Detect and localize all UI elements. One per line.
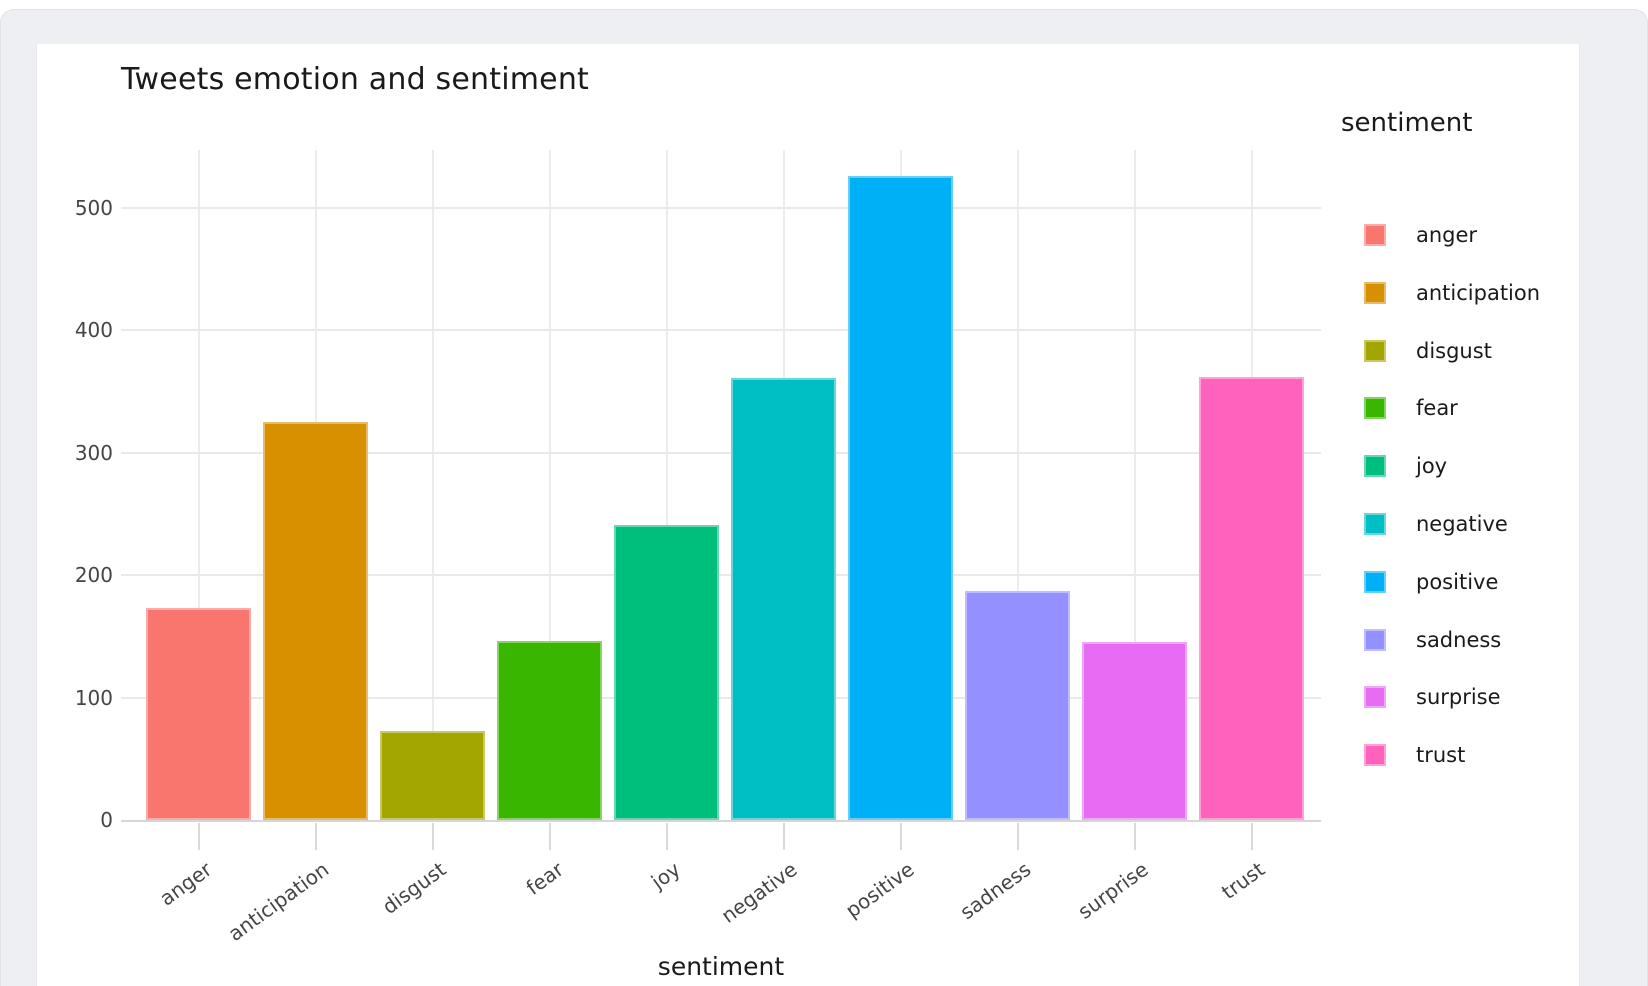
legend-label: anger <box>1416 223 1478 247</box>
chart-title: Tweets emotion and sentiment <box>121 62 590 97</box>
horizontal-gridline <box>121 696 1321 699</box>
legend-swatch-positive <box>1364 570 1386 593</box>
legend-swatch-negative <box>1364 513 1386 535</box>
x-axis-tick <box>665 823 668 850</box>
legend-swatch-anticipation <box>1364 281 1386 304</box>
legend-item-positive: positive <box>1364 569 1584 595</box>
legend-item-anticipation: anticipation <box>1364 280 1584 306</box>
legend-label: disgust <box>1416 338 1492 363</box>
bar-trust <box>1199 376 1304 820</box>
x-axis-tick <box>431 823 434 850</box>
legend-label: trust <box>1416 743 1466 768</box>
legend-swatch-fear <box>1364 397 1386 420</box>
legend-item-fear: fear <box>1364 396 1584 421</box>
x-axis-tick <box>782 823 785 850</box>
vertical-gridline <box>197 150 200 820</box>
horizontal-gridline <box>121 329 1321 332</box>
vertical-gridline <box>431 150 434 820</box>
x-tick-label-anger: anger <box>155 857 217 911</box>
vertical-gridline <box>1133 150 1136 820</box>
x-axis-tick <box>1250 823 1253 850</box>
horizontal-gridline <box>121 206 1321 209</box>
x-tick-label-negative: negative <box>716 857 802 928</box>
x-axis-tick <box>197 823 200 850</box>
legend-item-trust: trust <box>1364 743 1584 768</box>
bar-sadness <box>965 590 1070 820</box>
legend-swatch-trust <box>1364 744 1386 767</box>
x-axis-tick <box>314 823 317 850</box>
y-tick-label: 200 <box>74 563 113 588</box>
legend-title: sentiment <box>1341 108 1473 138</box>
legend-item-anger: anger <box>1364 223 1584 248</box>
x-axis-tick <box>899 823 902 850</box>
legend-swatch-anger <box>1364 224 1386 246</box>
vertical-gridline <box>548 150 551 820</box>
bar-anger <box>146 608 251 820</box>
legend-item-disgust: disgust <box>1364 338 1584 364</box>
browser-top-strip <box>0 0 1648 9</box>
y-tick-label: 0 <box>100 808 113 832</box>
x-axis-title: sentiment <box>657 952 785 981</box>
legend-label: joy <box>1416 454 1448 479</box>
legend-label: sadness <box>1416 627 1502 652</box>
x-axis-tick <box>548 823 551 850</box>
x-tick-label-surprise: surprise <box>1073 857 1153 924</box>
legend-item-joy: joy <box>1364 454 1584 479</box>
y-tick-label: 400 <box>74 318 113 343</box>
horizontal-gridline <box>121 451 1321 454</box>
bar-disgust <box>380 730 485 820</box>
bar-anticipation <box>263 421 368 820</box>
horizontal-gridline <box>121 574 1321 577</box>
bar-fear <box>497 641 602 820</box>
chart-card: Tweets emotion and sentiment sentiment s… <box>36 44 1580 986</box>
legend-item-sadness: sadness <box>1364 627 1584 653</box>
legend-label: positive <box>1416 569 1499 594</box>
vertical-gridline <box>665 150 668 820</box>
x-tick-label-trust: trust <box>1217 857 1270 905</box>
x-tick-label-anticipation: anticipation <box>223 857 334 946</box>
x-tick-label-disgust: disgust <box>377 857 451 919</box>
bar-joy <box>614 524 719 820</box>
y-tick-label: 500 <box>74 195 113 220</box>
legend-swatch-disgust <box>1364 339 1386 362</box>
x-tick-label-positive: positive <box>841 857 919 923</box>
x-axis-line <box>121 820 1321 822</box>
legend-label: fear <box>1416 396 1458 421</box>
legend-swatch-sadness <box>1364 628 1386 651</box>
bar-surprise <box>1082 642 1187 820</box>
legend-swatch-surprise <box>1364 686 1386 709</box>
x-tick-label-sadness: sadness <box>955 857 1036 925</box>
bar-positive <box>848 175 953 820</box>
x-axis-tick <box>1133 823 1136 850</box>
legend-label: negative <box>1416 512 1508 536</box>
legend-label: surprise <box>1416 685 1501 710</box>
x-axis-tick <box>1016 823 1019 850</box>
vertical-gridline <box>1016 150 1019 820</box>
y-tick-label: 300 <box>74 440 113 465</box>
x-tick-label-fear: fear <box>521 857 568 900</box>
y-tick-label: 100 <box>74 685 113 710</box>
legend-item-surprise: surprise <box>1364 685 1584 710</box>
legend-label: anticipation <box>1416 280 1541 305</box>
legend-swatch-joy <box>1364 455 1386 478</box>
legend-item-negative: negative <box>1364 512 1584 537</box>
x-tick-label-joy: joy <box>646 857 685 894</box>
bar-negative <box>731 377 836 820</box>
